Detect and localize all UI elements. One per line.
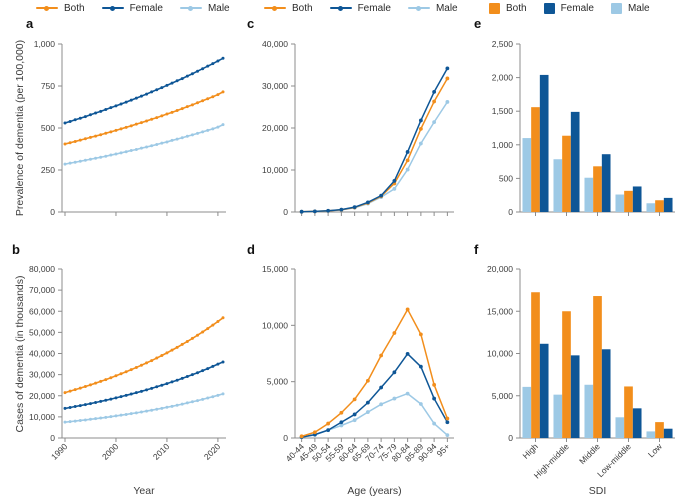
svg-text:95+: 95+: [435, 441, 452, 458]
svg-text:Low: Low: [646, 441, 665, 460]
svg-text:Low-middle: Low-middle: [595, 441, 633, 479]
female-line-swatch: [329, 5, 352, 11]
svg-text:1,000: 1,000: [34, 39, 56, 49]
legend-label: Both: [292, 2, 313, 14]
svg-text:2,000: 2,000: [492, 73, 514, 83]
svg-text:5,000: 5,000: [492, 391, 514, 401]
legend-label: Female: [560, 2, 594, 14]
panel-letter-d: d: [247, 242, 255, 257]
legend-label: Female: [357, 2, 391, 14]
panel-letter-c: c: [247, 16, 255, 31]
svg-text:15,000: 15,000: [487, 306, 513, 316]
panel-a-prevalence-by-year-chart: 0 250 500 750 1,000: [34, 39, 226, 217]
both-line-swatch: [36, 5, 58, 11]
svg-text:2000: 2000: [100, 441, 121, 462]
male-line-swatch: [179, 5, 202, 11]
svg-text:SDI: SDI: [589, 485, 607, 497]
svg-text:750: 750: [41, 81, 55, 91]
both-square-swatch: [489, 2, 500, 14]
svg-text:10,000: 10,000: [487, 349, 513, 359]
legend-item-female: Female: [329, 2, 391, 14]
svg-text:Year: Year: [133, 485, 155, 497]
svg-text:10,000: 10,000: [262, 165, 288, 175]
panel-b-cases-by-year-chart: 0 10,000 20,000 30,000 40,000 50,000 60,000 70,…: [29, 264, 226, 497]
svg-text:20,000: 20,000: [487, 264, 513, 274]
svg-text:40,000: 40,000: [29, 349, 55, 359]
svg-text:10,000: 10,000: [262, 320, 288, 330]
svg-text:40,000: 40,000: [262, 39, 288, 49]
legend-label: Male: [627, 2, 650, 14]
legend-label: Male: [435, 2, 458, 14]
legend-column-2: Both Female Male: [264, 1, 458, 15]
legend-item-male: Male: [610, 2, 650, 14]
legend-item-both: Both: [489, 2, 527, 14]
svg-text:1,500: 1,500: [492, 106, 514, 116]
svg-text:2010: 2010: [151, 441, 172, 462]
legend-item-both: Both: [264, 3, 313, 14]
svg-text:0: 0: [508, 207, 513, 217]
svg-text:70,000: 70,000: [29, 285, 55, 295]
female-marker-icon: [337, 5, 343, 11]
female-marker-icon: [109, 5, 115, 11]
male-marker-icon: [187, 5, 193, 11]
panel-letter-a: a: [26, 16, 34, 31]
legend-label: Both: [64, 2, 85, 14]
both-line-swatch: [264, 5, 286, 11]
legend-item-male: Male: [407, 2, 458, 14]
svg-text:10,000: 10,000: [29, 412, 55, 422]
svg-text:5,000: 5,000: [267, 377, 289, 387]
svg-text:30,000: 30,000: [262, 81, 288, 91]
legend-item-both: Both: [36, 3, 85, 14]
male-marker-icon: [415, 5, 421, 11]
svg-text:60,000: 60,000: [29, 306, 55, 316]
both-marker-icon: [44, 5, 49, 11]
svg-text:2,500: 2,500: [492, 39, 514, 49]
svg-text:1990: 1990: [49, 441, 70, 462]
panel-letter-f: f: [474, 242, 479, 257]
svg-text:1,000: 1,000: [492, 140, 514, 150]
legend-label: Both: [506, 2, 527, 14]
svg-text:0: 0: [50, 433, 55, 443]
svg-text:0: 0: [50, 207, 55, 217]
legend-item-female: Female: [101, 2, 163, 14]
legend-column-1: Both Female Male: [36, 1, 230, 15]
svg-text:Middle: Middle: [577, 441, 602, 466]
svg-text:30,000: 30,000: [29, 370, 55, 380]
svg-text:20,000: 20,000: [262, 123, 288, 133]
svg-text:500: 500: [41, 123, 55, 133]
legend-item-female: Female: [543, 2, 594, 14]
panel-letter-e: e: [474, 16, 482, 31]
female-square-swatch: [543, 2, 555, 14]
legend-column-3: Both Female Male: [489, 1, 650, 15]
svg-text:50,000: 50,000: [29, 327, 55, 337]
male-line-swatch: [407, 5, 430, 11]
svg-text:80,000: 80,000: [29, 264, 55, 274]
legend-label: Female: [129, 2, 163, 14]
svg-text:250: 250: [41, 165, 55, 175]
female-line-swatch: [101, 5, 124, 11]
svg-text:0: 0: [283, 207, 288, 217]
both-marker-icon: [272, 5, 277, 11]
male-square-swatch: [610, 2, 622, 14]
svg-text:500: 500: [499, 173, 513, 183]
svg-text:0: 0: [283, 433, 288, 443]
panel-d-cases-by-age-chart: 05,00010,00015,00040-4445-4950-5455-5960…: [262, 264, 454, 497]
legend-label: Male: [207, 2, 230, 14]
svg-text:High: High: [520, 441, 540, 461]
svg-text:2020: 2020: [202, 441, 223, 462]
svg-text:15,000: 15,000: [262, 264, 288, 274]
svg-text:20,000: 20,000: [29, 391, 55, 401]
panel-c-prevalence-by-age-chart: 0 10,000 20,000 30,000 40,000: [262, 39, 454, 217]
legend-item-male: Male: [179, 2, 230, 14]
svg-text:Age (years): Age (years): [347, 485, 401, 497]
panel-e-prevalence-by-sdi-chart: 0 500 1,000 1,500 2,000 2,500: [492, 39, 675, 217]
panel-letter-b: b: [12, 242, 20, 257]
svg-text:0: 0: [508, 433, 513, 443]
